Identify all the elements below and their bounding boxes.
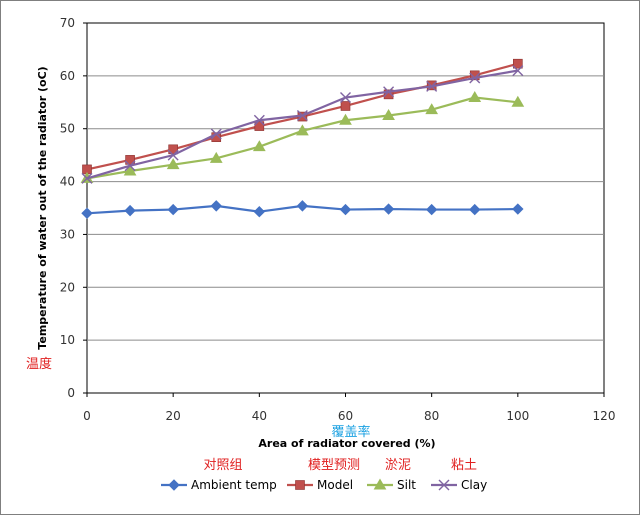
legend-annotation-model: 模型预测 xyxy=(308,458,360,473)
legend-label: Silt xyxy=(397,478,416,492)
data-point-silt xyxy=(123,164,137,176)
data-point-silt xyxy=(252,140,266,152)
data-point-clay xyxy=(383,86,395,98)
legend-item-model: Model xyxy=(287,478,353,492)
data-point-clay xyxy=(469,72,481,84)
y-axis-annotation: 温度 xyxy=(26,356,52,372)
data-point-ambient-temp xyxy=(296,200,309,212)
data-point-silt xyxy=(511,95,525,107)
data-point-silt xyxy=(209,151,223,163)
data-point-ambient-temp xyxy=(253,205,266,218)
legend-label: Ambient temp xyxy=(191,478,277,492)
data-point-silt xyxy=(382,109,395,120)
series-line-silt xyxy=(86,96,518,180)
data-point-clay xyxy=(167,149,179,161)
legend-item-silt: Silt xyxy=(367,478,416,492)
y-tick-label: 60 xyxy=(60,69,75,83)
y-tick-labels: 0 10 20 30 40 50 60 70 xyxy=(60,16,75,400)
data-point-model xyxy=(125,155,135,165)
legend-annotation-ambient: 对照组 xyxy=(203,458,242,473)
data-point-clay xyxy=(512,65,524,77)
data-point-clay xyxy=(253,114,265,126)
legend-item-ambient-temp: Ambient temp xyxy=(161,478,277,492)
y-axis-title: Temperature of water out of the radiator… xyxy=(36,66,49,349)
data-point-silt xyxy=(296,124,309,136)
y-tick-label: 40 xyxy=(60,175,75,189)
x-tick-label: 100 xyxy=(506,409,529,423)
data-point-clay xyxy=(210,128,222,140)
x-tick-label: 0 xyxy=(83,409,91,423)
legend-marker xyxy=(438,479,450,491)
data-point-ambient-temp xyxy=(210,200,222,212)
data-point-silt xyxy=(339,113,352,125)
data-point-model xyxy=(383,89,394,100)
x-tick-label: 120 xyxy=(593,409,616,423)
legend-annotation-clay: 粘土 xyxy=(451,458,477,473)
x-axis-annotation: 覆盖率 xyxy=(331,424,370,440)
grid-lines xyxy=(83,22,605,397)
y-tick-label: 70 xyxy=(60,16,75,30)
data-point-ambient-temp xyxy=(339,203,352,216)
legend-marker xyxy=(373,478,387,490)
data-point-clay xyxy=(296,110,308,121)
legend-label: Clay xyxy=(461,478,487,492)
data-point-model xyxy=(513,58,523,69)
y-tick-label: 0 xyxy=(67,386,75,400)
data-point-clay xyxy=(340,92,351,104)
data-point-ambient-temp xyxy=(382,203,395,215)
data-point-ambient-temp xyxy=(124,204,136,217)
x-tick-labels: 0 20 40 60 80 100 120 xyxy=(83,409,615,423)
series-group xyxy=(80,58,525,219)
data-point-ambient-temp xyxy=(512,203,524,215)
data-point-clay xyxy=(124,160,136,172)
legend: Ambient temp Model Silt Clay xyxy=(161,478,487,492)
legend-marker xyxy=(295,480,305,490)
legend-label: Model xyxy=(317,478,353,492)
data-point-silt xyxy=(468,91,482,103)
data-point-ambient-temp xyxy=(425,203,438,216)
legend-annotation-silt: 淤泥 xyxy=(385,458,411,473)
x-axis-title: Area of radiator covered (%) xyxy=(258,437,435,450)
data-point-ambient-temp xyxy=(469,203,481,216)
y-tick-label: 30 xyxy=(60,227,75,241)
data-point-clay xyxy=(426,80,438,92)
x-tick-label: 60 xyxy=(338,409,353,423)
legend-marker xyxy=(168,479,180,491)
data-point-silt xyxy=(166,158,180,170)
data-point-ambient-temp xyxy=(81,207,93,219)
data-point-model xyxy=(168,144,178,155)
legend-item-clay: Clay xyxy=(431,478,487,492)
y-tick-label: 50 xyxy=(60,122,75,136)
data-point-model xyxy=(254,121,265,131)
y-tick-label: 10 xyxy=(60,333,75,347)
data-point-silt xyxy=(425,103,439,115)
data-point-clay xyxy=(81,172,93,184)
x-tick-label: 40 xyxy=(252,409,267,423)
data-point-model xyxy=(469,70,480,81)
x-tick-label: 20 xyxy=(166,409,181,423)
data-point-ambient-temp xyxy=(167,203,179,216)
y-tick-label: 20 xyxy=(60,280,75,294)
x-tick-label: 80 xyxy=(424,409,439,423)
data-point-model xyxy=(340,101,351,111)
